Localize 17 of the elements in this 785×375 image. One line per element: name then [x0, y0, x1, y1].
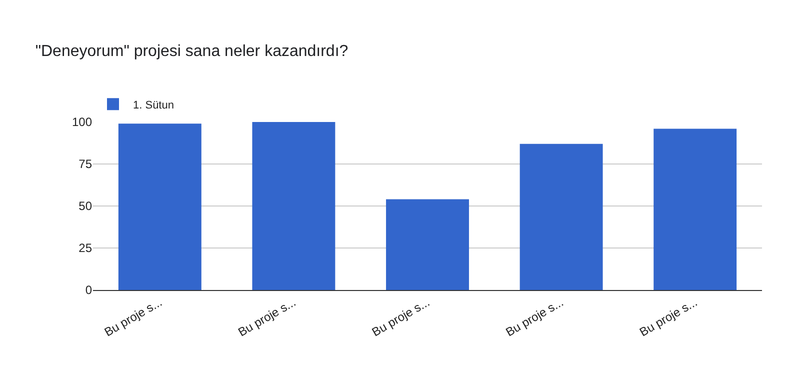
- y-tick-label: 50: [78, 199, 92, 214]
- y-tick-label: 75: [78, 157, 92, 172]
- x-tick-label: Bu proje s...: [637, 295, 700, 340]
- bar: [252, 122, 336, 290]
- x-tick-label: Bu proje s...: [503, 295, 566, 340]
- bar: [654, 128, 737, 290]
- bar: [118, 124, 202, 290]
- bar: [386, 199, 469, 290]
- y-tick-label: 0: [85, 283, 92, 298]
- y-tick-label: 100: [72, 115, 92, 130]
- bar: [520, 144, 603, 290]
- x-tick-label: Bu proje s...: [236, 295, 298, 340]
- x-tick-label: Bu proje s...: [102, 295, 164, 340]
- y-tick-label: 25: [78, 241, 92, 256]
- legend-label: 1. Sütun: [133, 99, 174, 112]
- chart-title: "Deneyorum" projesi sana neler kazandırdı?: [35, 43, 348, 60]
- x-tick-label: Bu proje s...: [370, 295, 432, 340]
